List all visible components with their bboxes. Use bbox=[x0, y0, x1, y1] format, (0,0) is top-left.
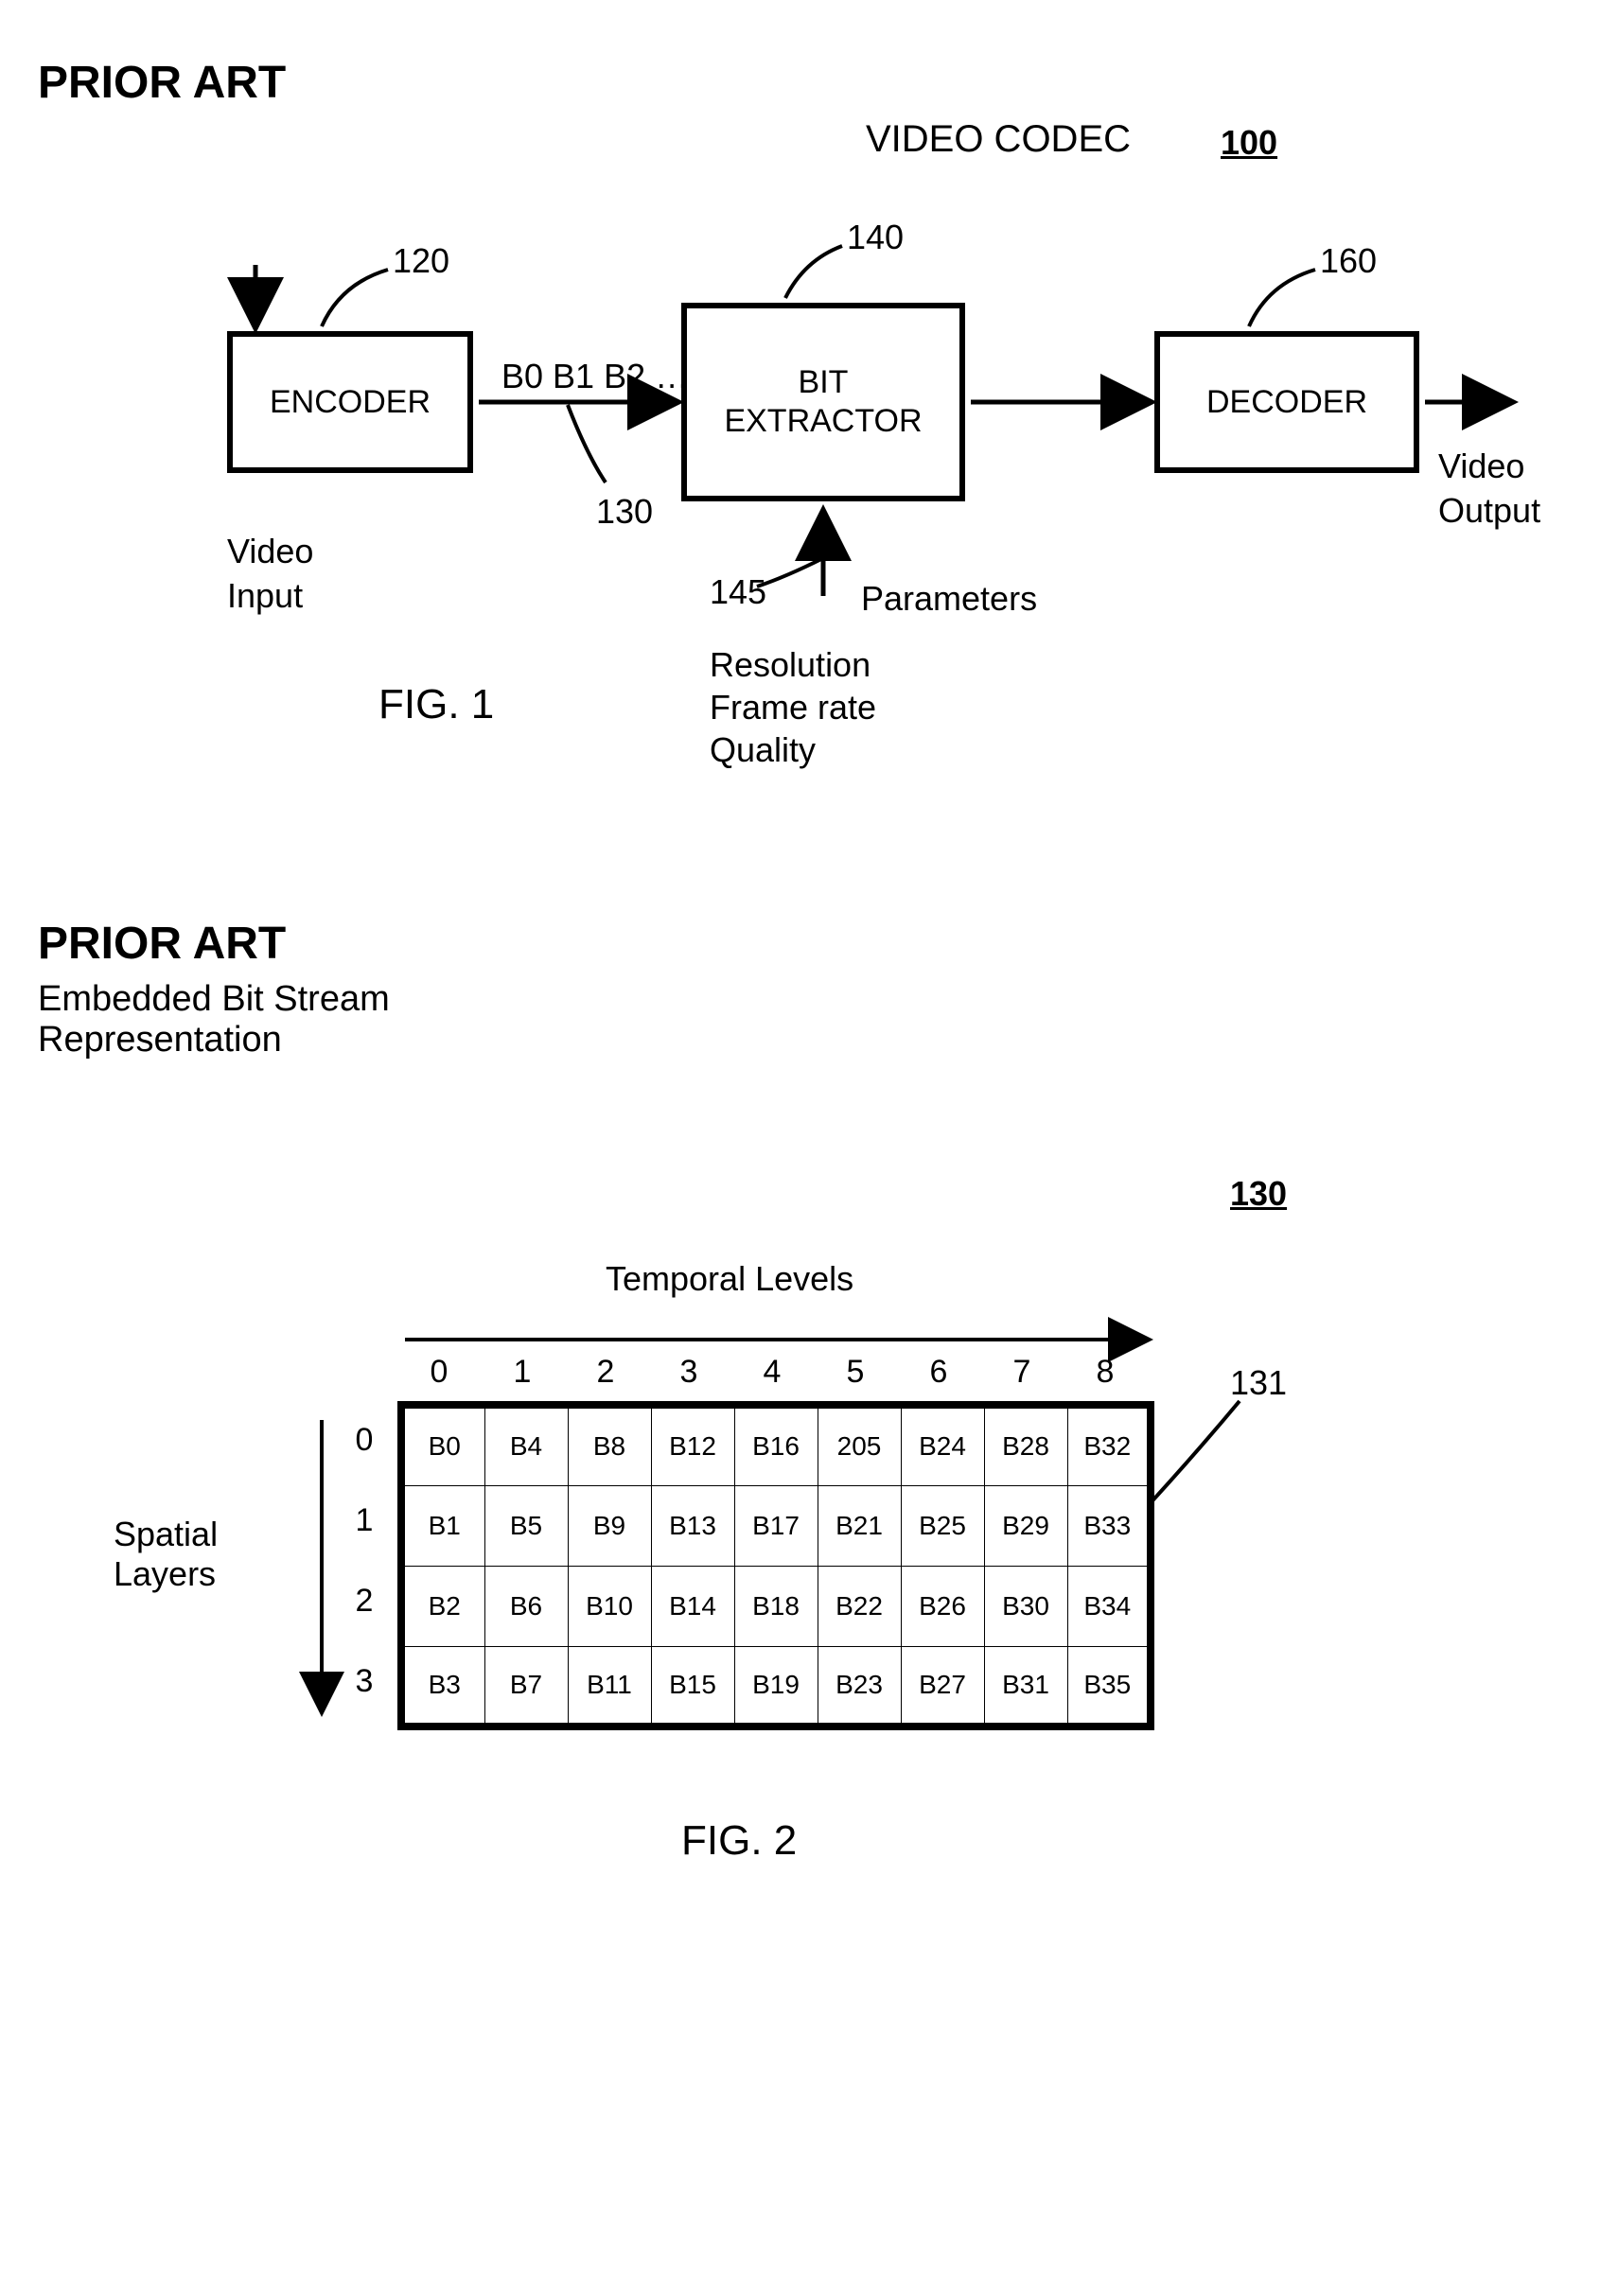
table-cell: B3 bbox=[401, 1646, 484, 1726]
table-cell: B10 bbox=[568, 1566, 651, 1646]
table-cell: B23 bbox=[818, 1646, 901, 1726]
table-cell: B15 bbox=[651, 1646, 734, 1726]
row-header: 2 bbox=[345, 1583, 383, 1620]
ref-131: 131 bbox=[1230, 1363, 1287, 1403]
table-cell: 205 bbox=[818, 1405, 901, 1485]
fig1-caption: FIG. 1 bbox=[378, 681, 494, 728]
table-cell: B11 bbox=[568, 1646, 651, 1726]
table-cell: B17 bbox=[734, 1485, 818, 1566]
encoder-box: ENCODER bbox=[227, 331, 473, 473]
row-header: 3 bbox=[345, 1663, 383, 1700]
column-header: 8 bbox=[1064, 1354, 1147, 1391]
table-cell: B0 bbox=[401, 1405, 484, 1485]
column-header: 2 bbox=[564, 1354, 647, 1391]
column-header: 0 bbox=[397, 1354, 481, 1391]
table-cell: B9 bbox=[568, 1485, 651, 1566]
table-cell: B19 bbox=[734, 1646, 818, 1726]
column-header: 6 bbox=[897, 1354, 980, 1391]
table-cell: B8 bbox=[568, 1405, 651, 1485]
table-cell: B21 bbox=[818, 1485, 901, 1566]
row-header: 0 bbox=[345, 1422, 383, 1459]
video-input-label: Video Input bbox=[227, 530, 313, 619]
table-cell: B30 bbox=[984, 1566, 1067, 1646]
bit-extractor-label: BIT EXTRACTOR bbox=[724, 363, 922, 441]
column-header: 3 bbox=[647, 1354, 730, 1391]
column-header: 5 bbox=[814, 1354, 897, 1391]
figure-1: 100 ENCODER bbox=[38, 180, 1580, 842]
params-line-0: Parameters bbox=[861, 577, 1037, 622]
ref-130: 130 bbox=[596, 492, 653, 532]
column-header: 1 bbox=[481, 1354, 564, 1391]
table-cell: B34 bbox=[1067, 1566, 1151, 1646]
decoder-box: DECODER bbox=[1154, 331, 1419, 473]
column-header: 4 bbox=[730, 1354, 814, 1391]
bit-extractor-box: BIT EXTRACTOR bbox=[681, 303, 965, 501]
table-cell: B12 bbox=[651, 1405, 734, 1485]
video-output-label: Video Output bbox=[1438, 445, 1540, 534]
table-cell: B14 bbox=[651, 1566, 734, 1646]
table-cell: B6 bbox=[484, 1566, 568, 1646]
table-cell: B25 bbox=[901, 1485, 984, 1566]
params-line-3: Quality bbox=[710, 728, 816, 773]
fig2-prior-art: PRIOR ART bbox=[38, 918, 1580, 970]
table-cell: B2 bbox=[401, 1566, 484, 1646]
table-cell: B4 bbox=[484, 1405, 568, 1485]
table-cell: B7 bbox=[484, 1646, 568, 1726]
encoder-label: ENCODER bbox=[270, 383, 431, 422]
table-cell: B33 bbox=[1067, 1485, 1151, 1566]
temporal-levels-label: Temporal Levels bbox=[606, 1259, 853, 1299]
table-cell: B28 bbox=[984, 1405, 1067, 1485]
table-cell: B31 bbox=[984, 1646, 1067, 1726]
table-cell: B16 bbox=[734, 1405, 818, 1485]
table-cell: B35 bbox=[1067, 1646, 1151, 1726]
ref-120: 120 bbox=[393, 241, 449, 281]
fig1-prior-art: PRIOR ART bbox=[38, 57, 1580, 109]
ref-100: 100 bbox=[1221, 123, 1277, 163]
table-cell: B18 bbox=[734, 1566, 818, 1646]
row-header: 1 bbox=[345, 1502, 383, 1539]
table-cell: B29 bbox=[984, 1485, 1067, 1566]
table-cell: B26 bbox=[901, 1566, 984, 1646]
table-cell: B32 bbox=[1067, 1405, 1151, 1485]
decoder-label: DECODER bbox=[1206, 383, 1367, 422]
spatial-layers-label: Spatial Layers bbox=[114, 1515, 218, 1594]
table-cell: B13 bbox=[651, 1485, 734, 1566]
ref-145: 145 bbox=[710, 572, 766, 612]
table-cell: B22 bbox=[818, 1566, 901, 1646]
table-cell: B27 bbox=[901, 1646, 984, 1726]
figure-2: 1 3 0 Temporal Levels Spatial Layers 131 0… bbox=[38, 1098, 1580, 1950]
table-cell: B24 bbox=[901, 1405, 984, 1485]
params-line-2: Frame rate bbox=[710, 686, 876, 730]
column-header: 7 bbox=[980, 1354, 1064, 1391]
fig1-title: VIDEO CODEC bbox=[416, 118, 1580, 161]
bitstream-label: B0 B1 B2 … bbox=[501, 355, 689, 399]
fig2-caption: FIG. 2 bbox=[681, 1817, 797, 1865]
fig2-subtitle: Embedded Bit Stream Representation bbox=[38, 979, 1580, 1060]
params-line-1: Resolution bbox=[710, 643, 871, 688]
ref-140: 140 bbox=[847, 218, 904, 257]
ref-160: 160 bbox=[1320, 241, 1377, 281]
table-cell: B1 bbox=[401, 1485, 484, 1566]
table-cell: B5 bbox=[484, 1485, 568, 1566]
bitstream-table: B0B4B8B12B16205B24B28B32B1B5B9B13B17B21B… bbox=[397, 1401, 1154, 1730]
